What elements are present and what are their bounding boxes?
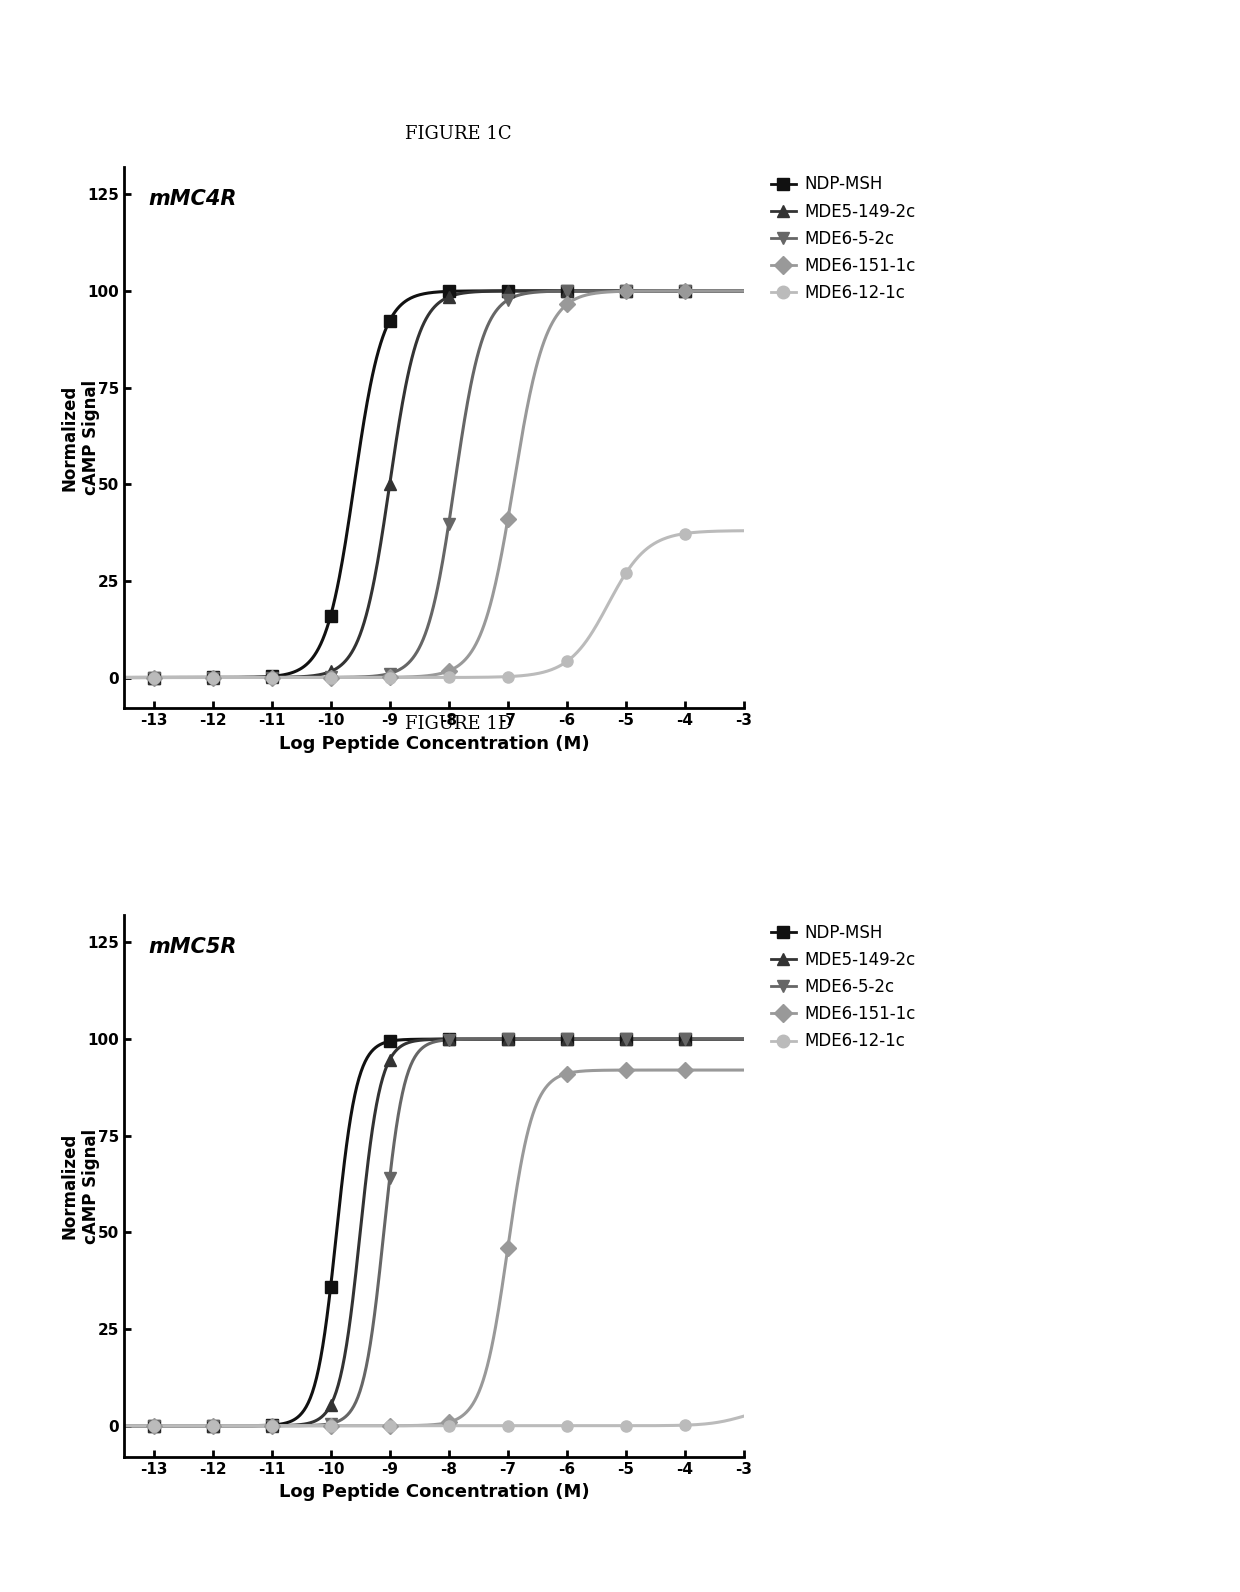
Y-axis label: Normalized
cAMP Signal: Normalized cAMP Signal bbox=[61, 1129, 99, 1243]
Legend: NDP-MSH, MDE5-149-2c, MDE6-5-2c, MDE6-151-1c, MDE6-12-1c: NDP-MSH, MDE5-149-2c, MDE6-5-2c, MDE6-15… bbox=[771, 175, 915, 302]
X-axis label: Log Peptide Concentration (M): Log Peptide Concentration (M) bbox=[279, 736, 589, 753]
X-axis label: Log Peptide Concentration (M): Log Peptide Concentration (M) bbox=[279, 1484, 589, 1501]
Text: FIGURE 1C: FIGURE 1C bbox=[405, 124, 512, 143]
Text: mMC5R: mMC5R bbox=[149, 938, 237, 957]
Text: FIGURE 1D: FIGURE 1D bbox=[405, 715, 512, 734]
Legend: NDP-MSH, MDE5-149-2c, MDE6-5-2c, MDE6-151-1c, MDE6-12-1c: NDP-MSH, MDE5-149-2c, MDE6-5-2c, MDE6-15… bbox=[771, 923, 915, 1051]
Text: mMC4R: mMC4R bbox=[149, 189, 237, 209]
Y-axis label: Normalized
cAMP Signal: Normalized cAMP Signal bbox=[61, 380, 99, 495]
